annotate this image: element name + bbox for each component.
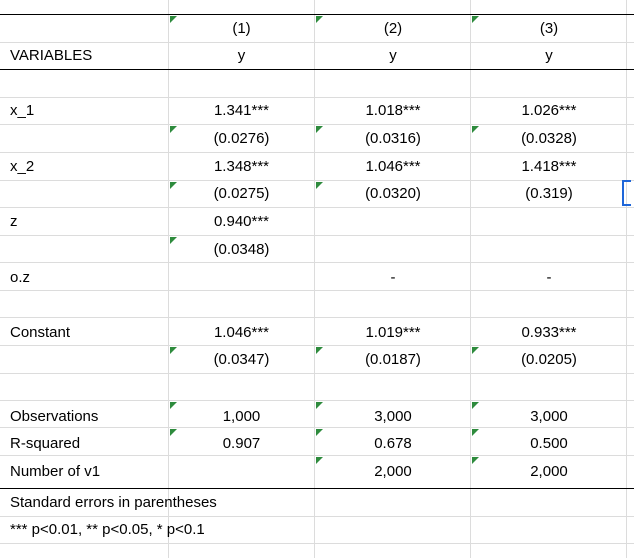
table-cell[interactable]: (0.0347) bbox=[213, 351, 270, 368]
table-cell[interactable]: (0.0276) bbox=[213, 130, 270, 147]
cell-warning-icon bbox=[316, 16, 323, 23]
cell-warning-icon bbox=[472, 16, 479, 23]
column-gridline bbox=[314, 0, 315, 558]
cell-selection-indicator[interactable] bbox=[622, 180, 631, 206]
cell-warning-icon bbox=[316, 402, 323, 409]
table-cell[interactable]: - bbox=[546, 269, 552, 286]
dep-var-2[interactable]: y bbox=[389, 47, 397, 64]
cell-warning-icon bbox=[472, 347, 479, 354]
row-gridline bbox=[0, 345, 634, 346]
cell-warning-icon bbox=[472, 429, 479, 436]
table-cell[interactable]: 1.341*** bbox=[213, 102, 270, 119]
column-number-3[interactable]: (3) bbox=[539, 20, 559, 37]
cell-warning-icon bbox=[316, 347, 323, 354]
table-cell[interactable]: 1.026*** bbox=[521, 102, 577, 119]
table-cell[interactable]: 1.348*** bbox=[213, 158, 270, 175]
table-cell[interactable]: (0.0320) bbox=[365, 185, 421, 202]
cell-warning-icon bbox=[170, 126, 177, 133]
table-cell[interactable]: 2,000 bbox=[374, 463, 412, 480]
cell-warning-icon bbox=[170, 347, 177, 354]
cell-warning-icon bbox=[170, 16, 177, 23]
row-gridline bbox=[0, 317, 634, 318]
table-cell[interactable]: 1,000 bbox=[222, 408, 261, 425]
table-cell[interactable]: 1.046*** bbox=[213, 324, 270, 341]
row-gridline bbox=[0, 427, 634, 428]
row-gridline bbox=[0, 235, 634, 236]
row-label[interactable]: Observations bbox=[10, 408, 99, 425]
row-label[interactable]: z bbox=[10, 213, 18, 230]
dep-var-1[interactable]: y bbox=[237, 47, 246, 64]
row-gridline bbox=[0, 516, 634, 517]
row-gridline bbox=[0, 180, 634, 181]
row-label[interactable]: x_2 bbox=[10, 158, 35, 175]
table-cell[interactable]: 1.019*** bbox=[365, 324, 421, 341]
table-cell[interactable]: 1.418*** bbox=[521, 158, 577, 175]
footnote-standard-errors[interactable]: Standard errors in parentheses bbox=[10, 494, 217, 511]
column-gridline bbox=[626, 0, 627, 558]
row-gridline bbox=[0, 543, 634, 544]
table-cell[interactable]: 0.678 bbox=[374, 435, 412, 452]
table-cell[interactable]: (0.0316) bbox=[365, 130, 421, 147]
row-gridline bbox=[0, 373, 634, 374]
row-label[interactable]: Constant bbox=[10, 324, 71, 341]
row-gridline bbox=[0, 455, 634, 456]
table-cell[interactable]: 3,000 bbox=[530, 408, 568, 425]
table-bottom-border bbox=[0, 488, 634, 489]
column-gridline bbox=[168, 0, 169, 558]
table-cell[interactable]: 0.500 bbox=[530, 435, 568, 452]
cell-warning-icon bbox=[170, 182, 177, 189]
row-gridline bbox=[0, 262, 634, 263]
cell-warning-icon bbox=[316, 182, 323, 189]
cell-warning-icon bbox=[472, 126, 479, 133]
row-gridline bbox=[0, 124, 634, 125]
row-label[interactable]: R-squared bbox=[10, 435, 81, 452]
table-cell[interactable]: 0.940*** bbox=[213, 213, 270, 230]
cell-warning-icon bbox=[472, 457, 479, 464]
footnote-significance[interactable]: *** p<0.01, ** p<0.05, * p<0.1 bbox=[10, 521, 205, 538]
table-cell[interactable]: (0.0348) bbox=[213, 241, 270, 258]
cell-warning-icon bbox=[170, 429, 177, 436]
table-cell[interactable]: (0.319) bbox=[525, 185, 573, 202]
cell-warning-icon bbox=[170, 237, 177, 244]
row-gridline bbox=[0, 152, 634, 153]
column-number-2[interactable]: (2) bbox=[383, 20, 403, 37]
cell-warning-icon bbox=[472, 402, 479, 409]
table-cell[interactable]: (0.0328) bbox=[521, 130, 577, 147]
table-cell[interactable]: 1.046*** bbox=[365, 158, 421, 175]
table-cell[interactable]: - bbox=[390, 269, 396, 286]
table-cell[interactable]: 0.933*** bbox=[521, 324, 577, 341]
table-cell[interactable]: (0.0205) bbox=[521, 351, 577, 368]
row-gridline bbox=[0, 97, 634, 98]
cell-warning-icon bbox=[170, 402, 177, 409]
table-cell[interactable]: (0.0275) bbox=[213, 185, 270, 202]
table-cell[interactable]: 2,000 bbox=[530, 463, 568, 480]
row-gridline bbox=[0, 290, 634, 291]
row-gridline bbox=[0, 400, 634, 401]
table-cell[interactable]: 1.018*** bbox=[365, 102, 421, 119]
cell-warning-icon bbox=[316, 126, 323, 133]
row-gridline bbox=[0, 207, 634, 208]
row-label[interactable]: Number of v1 bbox=[10, 463, 101, 480]
header-bottom-border bbox=[0, 69, 634, 70]
table-cell[interactable]: 3,000 bbox=[374, 408, 412, 425]
row-label[interactable]: x_1 bbox=[10, 102, 35, 119]
cell-warning-icon bbox=[316, 429, 323, 436]
table-cell[interactable]: 0.907 bbox=[222, 435, 261, 452]
table-top-border bbox=[0, 14, 634, 15]
column-gridline bbox=[470, 0, 471, 558]
cell-warning-icon bbox=[316, 457, 323, 464]
dep-var-3[interactable]: y bbox=[545, 47, 553, 64]
row-gridline bbox=[0, 42, 634, 43]
variables-header[interactable]: VARIABLES bbox=[10, 47, 93, 64]
row-label[interactable]: o.z bbox=[10, 269, 31, 286]
column-number-1[interactable]: (1) bbox=[232, 20, 251, 37]
table-cell[interactable]: (0.0187) bbox=[365, 351, 421, 368]
